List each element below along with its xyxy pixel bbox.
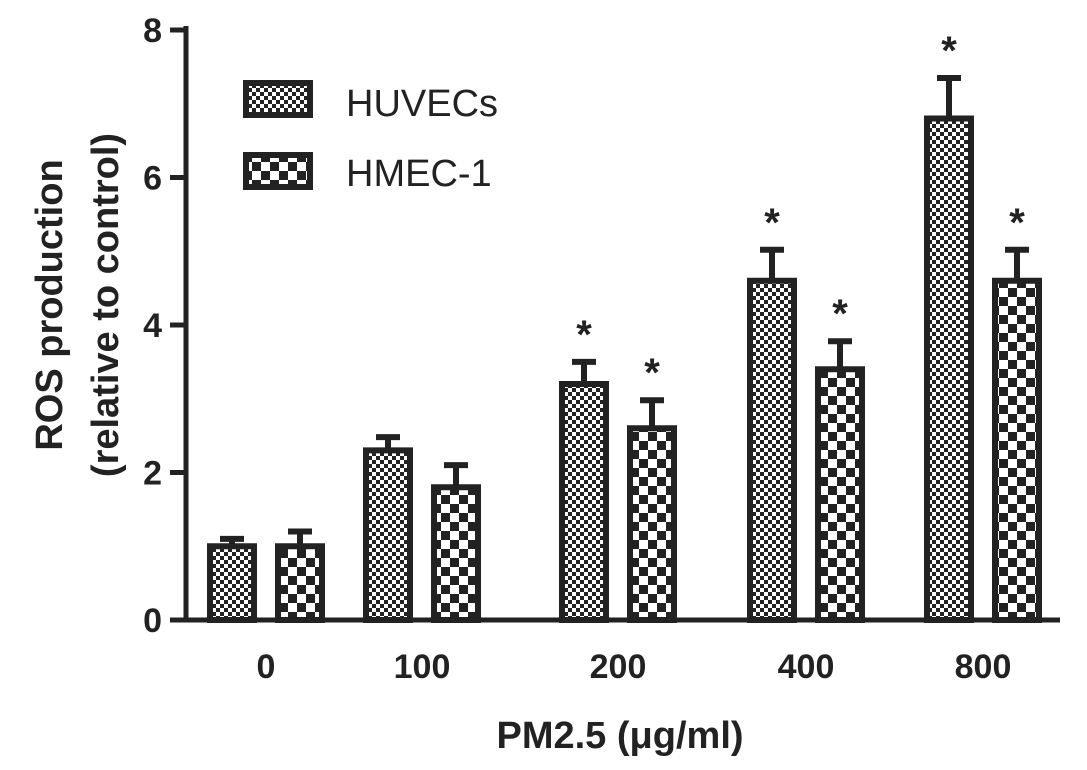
y-tick-label: 8 (143, 12, 162, 50)
bar-huvecs-200 (559, 381, 609, 623)
significance-marker: * (1009, 201, 1025, 245)
bar-hmec-1-800 (992, 277, 1042, 623)
significance-marker: * (576, 313, 592, 357)
y-axis-subtitle: (relative to control) (85, 133, 127, 477)
y-tick-label: 0 (143, 602, 162, 640)
bar-hmec-1-0 (275, 543, 325, 623)
bar-huvecs-0 (207, 543, 257, 623)
x-tick-label: 0 (257, 648, 276, 686)
bar-hmec-1-100 (431, 484, 481, 623)
axes: 0 2 4 6 8 0 100 200 400 800 (143, 12, 1060, 686)
y-tick-label: 4 (143, 307, 162, 345)
significance-marker: * (764, 201, 780, 245)
legend-swatch-huvecs (243, 80, 313, 118)
x-tick-label: 100 (394, 648, 451, 686)
significance-marker: * (644, 351, 660, 395)
legend-label-hmec-1: HMEC-1 (346, 153, 492, 195)
y-tick-label: 6 (143, 160, 162, 198)
legend: HUVECs HMEC-1 (243, 80, 498, 195)
legend-swatch-hmec-1 (243, 152, 313, 190)
bar-huvecs-400 (747, 277, 797, 623)
significance-marker: * (832, 292, 848, 336)
legend-label-huvecs: HUVECs (346, 83, 498, 125)
plot-area: * * * * * * (207, 29, 1042, 623)
bar-hmec-1-400 (815, 366, 865, 623)
bar-hmec-1-200 (627, 425, 677, 623)
x-tick-label: 400 (778, 648, 835, 686)
y-axis-title: ROS production (29, 159, 71, 450)
bar-huvecs-800 (924, 115, 974, 623)
y-tick-label: 2 (143, 455, 162, 493)
x-tick-label: 800 (955, 648, 1012, 686)
significance-marker: * (941, 29, 957, 73)
x-axis-title: PM2.5 (μg/ml) (496, 715, 743, 757)
x-tick-label: 200 (590, 648, 647, 686)
bar-huvecs-100 (363, 447, 413, 623)
